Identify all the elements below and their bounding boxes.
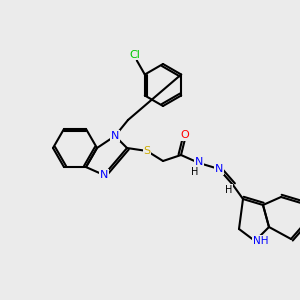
Text: N: N [195, 157, 203, 167]
Text: H: H [225, 185, 233, 195]
Text: NH: NH [253, 236, 269, 246]
Text: N: N [100, 170, 108, 180]
Text: H: H [191, 167, 199, 177]
Text: Cl: Cl [129, 50, 140, 59]
Text: N: N [215, 164, 223, 174]
Text: O: O [181, 130, 189, 140]
Text: N: N [111, 131, 119, 141]
Text: S: S [143, 146, 151, 156]
